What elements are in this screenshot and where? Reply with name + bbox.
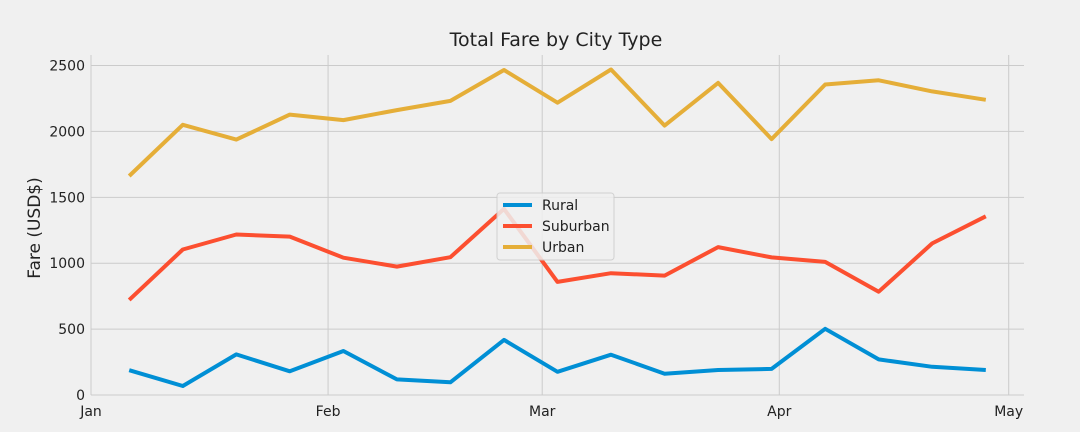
y-tick-label: 2500 [49, 59, 85, 75]
x-tick-label: Apr [767, 404, 791, 420]
y-tick-label: 2000 [49, 124, 85, 140]
series-line-rural [128, 326, 986, 388]
y-tick-label: 1500 [49, 190, 85, 206]
legend-label-urban: Urban [542, 240, 584, 256]
chart-title: Total Fare by City Type [449, 29, 663, 51]
x-tick-label: Feb [316, 404, 341, 420]
series-lines [127, 67, 987, 388]
legend-label-rural: Rural [542, 198, 578, 214]
x-tick-label: Jan [79, 404, 102, 420]
series-line-suburban [127, 206, 987, 302]
y-tick-label: 500 [58, 322, 85, 338]
x-tick-label: May [994, 404, 1023, 420]
x-tick-label: Mar [529, 404, 556, 420]
y-axis-label: Fare (USD$) [25, 177, 45, 279]
y-tick-label: 0 [76, 388, 85, 404]
tick-labels: 0 500 1000 1500 2000 2500 Jan Feb Mar Apr May [49, 59, 1023, 420]
grid-lines [90, 55, 1024, 396]
legend-label-suburban: Suburban [542, 219, 610, 235]
y-tick-label: 1000 [49, 256, 85, 272]
series-line-urban [127, 67, 987, 178]
legend-box [496, 192, 615, 261]
legend: Rural Suburban Urban [496, 192, 615, 261]
